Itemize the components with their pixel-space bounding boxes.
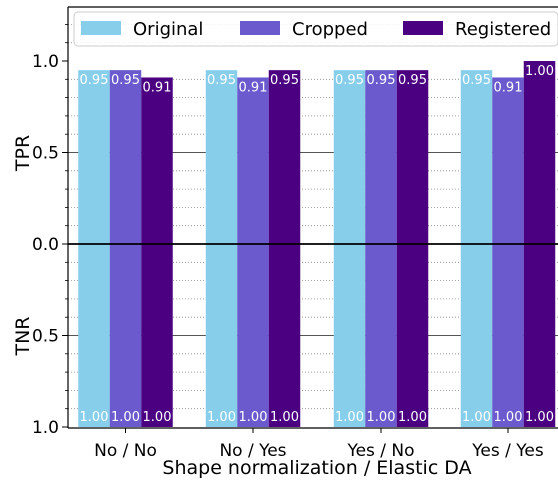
legend-swatch-original xyxy=(81,21,121,35)
x-tick-label: Yes / Yes xyxy=(471,441,544,461)
bar-value-labels: 0.95 1.00 0.95 1.00 0.95 1.00 0.95 1.00 0.95 1.00… xyxy=(80,64,554,425)
bar-tpr-original-4 xyxy=(460,70,493,245)
y-tick-label: 0.5 xyxy=(32,327,59,347)
bar-label-tpr: 0.91 xyxy=(143,80,172,95)
bar-label-tnr: 1.00 xyxy=(239,410,268,425)
bar-label-tpr: 0.95 xyxy=(207,73,236,88)
bar-tnr-original-2 xyxy=(205,244,238,427)
bar-tnr-registered-2 xyxy=(268,244,301,427)
bar-tnr-cropped-1 xyxy=(109,244,142,427)
tick-labels: 1.0 0.5 0.0 0.5 1.0 No / No No / Yes Yes / No Ye… xyxy=(32,52,544,461)
legend-swatch-cropped xyxy=(240,21,280,35)
bar-tnr-original-4 xyxy=(460,244,493,427)
bar-label-tnr: 1.00 xyxy=(525,410,554,425)
bar-label-tpr: 0.91 xyxy=(494,80,523,95)
bar-label-tnr: 1.00 xyxy=(143,410,172,425)
bar-tpr-original-2 xyxy=(205,70,238,245)
bar-label-tnr: 1.00 xyxy=(207,410,236,425)
bar-tnr-registered-3 xyxy=(396,244,429,427)
y-tick-label: 0.5 xyxy=(32,144,59,164)
bar-label-tpr: 0.95 xyxy=(462,73,491,88)
x-tick-label: No / Yes xyxy=(219,441,286,461)
bar-label-tpr: 0.95 xyxy=(367,73,396,88)
bar-label-tpr: 0.95 xyxy=(270,73,299,88)
bar-label-tnr: 1.00 xyxy=(494,410,523,425)
axes xyxy=(62,6,558,433)
bar-tpr-cropped-1 xyxy=(109,70,142,245)
y-tick-label: 1.0 xyxy=(32,52,59,72)
y-tick-label: 1.0 xyxy=(32,418,59,438)
legend-label-original: Original xyxy=(133,19,203,40)
legend-label-cropped: Cropped xyxy=(292,19,368,40)
bar-tnr-cropped-3 xyxy=(365,244,397,427)
bar-tnr-registered-1 xyxy=(141,244,173,427)
bar-label-tnr: 1.00 xyxy=(367,410,396,425)
x-axis-label: Shape normalization / Elastic DA xyxy=(162,457,471,479)
x-tick-label: No / No xyxy=(94,441,157,461)
legend-swatch-registered xyxy=(403,21,443,35)
bar-label-tnr: 1.00 xyxy=(335,410,364,425)
bar-label-tnr: 1.00 xyxy=(398,410,427,425)
bar-tnr-registered-4 xyxy=(523,244,556,427)
bar-label-tpr: 0.95 xyxy=(111,73,140,88)
bar-tpr-registered-4 xyxy=(523,61,556,244)
y-axis-label-tnr: TNR xyxy=(12,316,34,356)
bar-label-tnr: 1.00 xyxy=(270,410,299,425)
bar-tpr-registered-1 xyxy=(141,77,173,244)
bar-label-tpr: 0.95 xyxy=(335,73,364,88)
bar-tpr-cropped-4 xyxy=(492,77,524,244)
legend-box xyxy=(73,11,558,47)
x-tick-label: Yes / No xyxy=(346,441,414,461)
bar-tpr-registered-3 xyxy=(396,70,429,245)
bar-tpr-cropped-3 xyxy=(365,70,397,245)
bar-tnr-original-3 xyxy=(333,244,366,427)
bar-tnr-cropped-2 xyxy=(237,244,269,427)
bar-label-tpr: 0.91 xyxy=(239,80,268,95)
legend: Original Cropped Registered xyxy=(73,11,558,47)
bar-label-tpr: 1.00 xyxy=(525,64,554,79)
bar-label-tpr: 0.95 xyxy=(398,73,427,88)
bar-tnr-original-1 xyxy=(78,244,110,427)
bar-label-tnr: 1.00 xyxy=(462,410,491,425)
bar-tpr-original-3 xyxy=(333,70,366,245)
bar-tpr-registered-2 xyxy=(268,70,301,245)
y-axis-label-tpr: TPR xyxy=(12,135,34,172)
bar-label-tnr: 1.00 xyxy=(111,410,140,425)
bars xyxy=(78,61,556,427)
bar-label-tnr: 1.00 xyxy=(80,410,109,425)
y-tick-label: 0.0 xyxy=(32,235,59,255)
bar-label-tpr: 0.95 xyxy=(80,73,109,88)
bar-tnr-cropped-4 xyxy=(492,244,524,427)
legend-label-registered: Registered xyxy=(455,19,551,40)
bar-tpr-original-1 xyxy=(78,70,110,245)
bar-tpr-cropped-2 xyxy=(237,77,269,244)
